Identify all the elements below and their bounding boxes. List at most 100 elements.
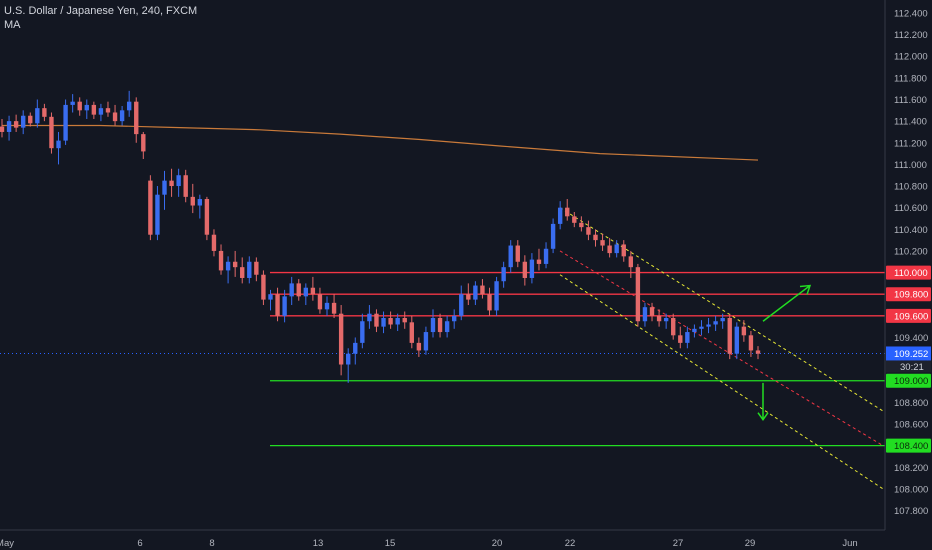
y-tick-label: 108.600 [894, 420, 928, 431]
candle-body [459, 294, 464, 316]
channel-lower-line [559, 274, 884, 490]
candle-body [550, 223, 556, 249]
candle [289, 276, 294, 306]
candle [42, 103, 47, 122]
candles [0, 90, 761, 383]
x-tick-label: 27 [673, 538, 684, 549]
resistance-price-tag [886, 265, 931, 280]
candle-body [84, 104, 89, 111]
candle-body [649, 307, 655, 316]
candle-body [282, 296, 287, 316]
candle [367, 305, 372, 329]
candle-body [98, 108, 104, 115]
candle-body [21, 115, 26, 128]
candle [268, 289, 273, 311]
candle [550, 218, 556, 254]
candle-body [317, 294, 323, 310]
candle-body [678, 335, 683, 343]
candle-body [699, 326, 704, 329]
candle-body [734, 326, 739, 354]
y-tick-label: 112.400 [894, 8, 928, 19]
y-tick-label: 110.800 [894, 182, 928, 193]
candle [663, 313, 669, 329]
candle [70, 94, 75, 113]
candle [353, 337, 358, 365]
candle-body [473, 285, 478, 300]
candle [190, 183, 195, 214]
candle [473, 281, 478, 306]
price-axis: 112.400 112.200 112.000 111.800 111.600 111.4… [884, 0, 932, 550]
candle [459, 285, 464, 321]
candle [487, 287, 492, 316]
candle [685, 326, 690, 349]
candle-body [169, 180, 174, 187]
y-tick-label: 112.200 [894, 30, 928, 41]
candle-body [593, 234, 598, 241]
candle [508, 240, 513, 273]
candle [494, 276, 499, 316]
candle-body [642, 307, 648, 322]
candle [536, 248, 542, 271]
candle [678, 326, 683, 349]
candle [720, 313, 725, 329]
candle [635, 263, 641, 327]
candle [126, 90, 132, 117]
candle [162, 170, 167, 210]
candle [183, 169, 188, 203]
candle-body [49, 116, 54, 149]
candle-body [119, 110, 125, 122]
x-tick-label: 15 [385, 538, 396, 549]
candle-body [557, 207, 563, 224]
candle-body [437, 318, 443, 333]
y-tick-label: 110.400 [894, 225, 928, 236]
candle-body [621, 244, 626, 257]
y-tick-label: 110.200 [894, 246, 928, 257]
candle-body [741, 326, 747, 336]
indicator-label: MA [4, 19, 21, 31]
candle-body [303, 287, 309, 297]
ma-line [2, 124, 759, 161]
candle [247, 256, 252, 284]
candle [254, 257, 259, 282]
candle-body [600, 240, 605, 246]
candle-body [586, 227, 591, 235]
candle-body [155, 194, 160, 235]
candle-body [614, 244, 619, 254]
candle [282, 289, 287, 323]
candle [169, 168, 174, 197]
candle [501, 261, 506, 288]
candle-body [423, 332, 429, 351]
candle [331, 294, 337, 318]
y-tick-label: 111.800 [894, 73, 927, 84]
candle-body [487, 294, 492, 311]
candle-body [232, 261, 238, 268]
projection-arrows [757, 284, 812, 421]
candle-body [105, 108, 111, 113]
candle-body [35, 108, 40, 124]
candle-body [0, 126, 5, 132]
candle-body [126, 101, 132, 111]
candle-body [388, 318, 393, 325]
candle-body [63, 104, 68, 141]
candle-body [409, 322, 414, 343]
x-tick-label: 13 [313, 538, 324, 549]
x-tick-label: Jun [842, 538, 857, 549]
x-tick-label: 22 [565, 538, 576, 549]
candle [607, 237, 612, 258]
candle-body [706, 324, 711, 327]
candle-body [579, 222, 584, 228]
candle-body [416, 342, 422, 351]
x-tick-label: 29 [745, 538, 756, 549]
resistance-price-label: 109.600 [894, 311, 928, 322]
candle [176, 168, 181, 197]
candle [480, 279, 485, 299]
candle-body [240, 267, 245, 278]
resistance-price-tag [886, 287, 931, 302]
candle [565, 199, 570, 221]
candle [112, 104, 118, 126]
current-price-tag [886, 346, 931, 361]
candle-body [77, 101, 82, 111]
candle [409, 315, 414, 349]
